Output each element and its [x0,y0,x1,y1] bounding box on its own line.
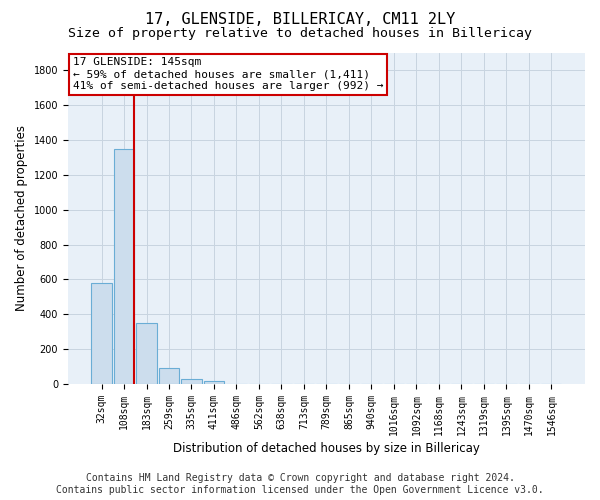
Bar [136,323,157,384]
Text: 17 GLENSIDE: 145sqm
← 59% of detached houses are smaller (1,411)
41% of semi-det: 17 GLENSIDE: 145sqm ← 59% of detached ho… [73,58,383,90]
Bar [159,368,179,384]
X-axis label: Distribution of detached houses by size in Billericay: Distribution of detached houses by size … [173,442,480,455]
Y-axis label: Number of detached properties: Number of detached properties [15,126,28,312]
Bar [114,148,134,384]
Text: 17, GLENSIDE, BILLERICAY, CM11 2LY: 17, GLENSIDE, BILLERICAY, CM11 2LY [145,12,455,28]
Text: Contains HM Land Registry data © Crown copyright and database right 2024.
Contai: Contains HM Land Registry data © Crown c… [56,474,544,495]
Bar [181,379,202,384]
Text: Size of property relative to detached houses in Billericay: Size of property relative to detached ho… [68,28,532,40]
Bar [204,380,224,384]
Bar [91,283,112,384]
